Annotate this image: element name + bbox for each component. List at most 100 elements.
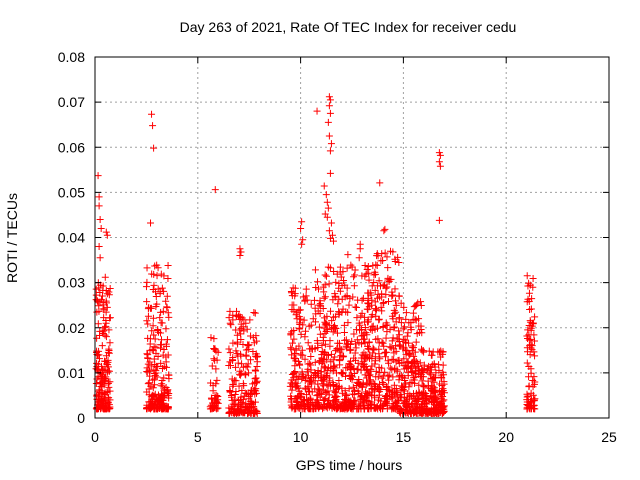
data-point [151,335,159,343]
data-point [398,382,406,390]
data-point [101,389,109,397]
data-point [147,304,155,312]
data-point [410,352,418,360]
data-point [320,182,328,190]
data-point [386,343,394,351]
data-point [163,304,171,312]
data-point [390,403,398,411]
data-point [413,330,421,338]
data-point [403,364,411,372]
y-axis-label: ROTI / TECUs [4,193,20,283]
data-point [152,404,160,412]
data-point [101,273,109,281]
data-point [329,313,337,321]
data-point [252,374,260,382]
data-point [246,316,254,324]
data-point [404,357,412,365]
data-point [326,382,334,390]
data-point [351,266,359,274]
data-point [242,406,250,414]
data-point [321,329,329,337]
data-point [295,387,303,395]
data-point [237,350,245,358]
x-axis-label: GPS time / hours [296,457,403,473]
data-point [314,339,322,347]
x-tick-label: 10 [293,429,309,445]
data-point [287,331,295,339]
data-point [396,373,404,381]
data-point [146,340,154,348]
data-point [100,404,108,412]
data-point [149,285,157,293]
data-point [93,392,101,400]
data-point [382,291,390,299]
data-point [316,297,324,305]
data-point [95,347,103,355]
data-point [350,273,358,281]
data-point [345,360,353,368]
data-point [292,397,300,405]
data-point [372,261,380,269]
data-point [354,296,362,304]
data-point [99,282,107,290]
data-point [321,340,329,348]
data-point [239,363,247,371]
data-point [371,405,379,413]
data-point [229,311,237,319]
data-point [381,249,389,257]
data-point [105,345,113,353]
data-point [343,264,351,272]
data-point [402,380,410,388]
data-point [242,371,250,379]
data-point [388,355,396,363]
data-point [436,151,444,159]
data-point [302,285,310,293]
data-point [162,358,170,366]
data-point [238,314,246,322]
data-point [95,386,103,394]
data-point [339,268,347,276]
data-point [411,348,419,356]
data-point [101,324,109,332]
data-point [324,204,332,212]
data-point [315,285,322,293]
data-point [321,271,329,279]
data-point [298,346,306,354]
data-point [336,405,344,413]
data-point [363,366,371,374]
data-point [229,354,237,362]
data-point [249,409,257,417]
data-point [377,303,385,311]
data-point [154,352,162,360]
data-point [336,263,344,271]
data-point [437,407,445,415]
data-point [388,392,396,400]
data-point [235,408,243,416]
y-tick-label: 0 [77,410,85,426]
data-point [431,397,439,405]
data-point [403,358,411,366]
data-point [229,339,237,347]
y-tick-label: 0.06 [58,139,85,155]
data-point [214,396,222,404]
data-point [143,367,151,375]
data-point [316,309,324,317]
data-point [395,408,403,416]
data-point [96,332,104,340]
data-point [99,371,107,379]
data-point [530,331,538,339]
data-point [304,365,312,373]
data-point [528,399,536,407]
data-point [326,374,334,382]
data-point [320,349,328,357]
data-point [399,345,407,353]
data-point [428,351,436,359]
data-point [337,352,345,360]
data-point [153,373,161,381]
data-point [94,320,102,328]
data-point [247,332,255,340]
data-point [370,278,378,286]
data-point [383,385,391,393]
data-point [245,341,253,349]
data-point [295,360,303,368]
